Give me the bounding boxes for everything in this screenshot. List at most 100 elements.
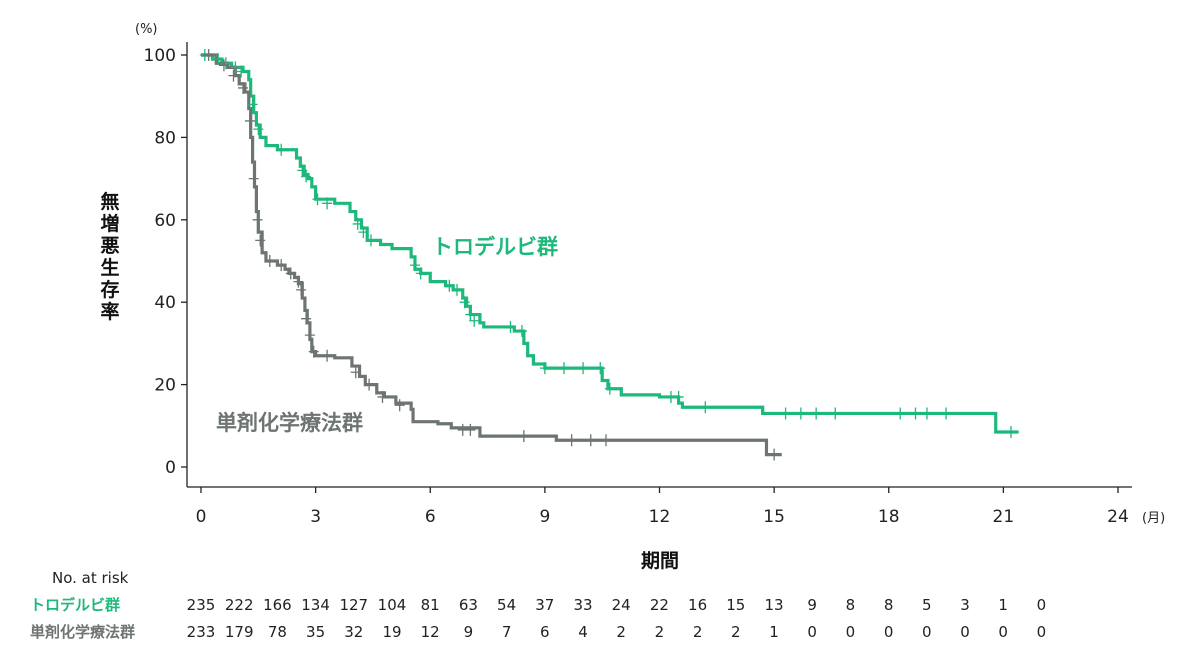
censor-mark [248,172,259,185]
censor-mark [322,349,333,362]
at-risk-value: 0 [884,623,894,641]
censor-mark [558,362,569,375]
at-risk-value: 0 [1037,596,1047,614]
censor-mark [247,98,258,111]
censor-mark [415,267,426,280]
at-risk-value: 7 [502,623,512,641]
at-risk-value: 8 [884,596,894,614]
at-risk-value: 222 [225,596,254,614]
censor-mark [585,434,596,447]
at-risk-value: 166 [263,596,292,614]
censor-mark [312,193,323,206]
at-risk-value: 2 [655,623,665,641]
at-risk-value: 134 [301,596,330,614]
censor-mark [236,65,247,78]
x-unit-label: (月) [1142,511,1165,526]
censor-mark [566,434,577,447]
at-risk-value: 1 [998,596,1008,614]
censor-mark [364,378,375,391]
x-tick-label: 6 [425,507,436,527]
x-tick-label: 18 [878,507,900,527]
at-risk-value: 8 [846,596,856,614]
y-tick-label: 100 [144,46,176,66]
censor-mark [301,312,312,325]
y-tick-label: 20 [154,376,176,396]
at-risk-row-label-chemo: 単剤化学療法群 [30,623,135,641]
censor-mark [539,362,550,375]
y-unit-label: (%) [135,22,158,37]
censor-mark [308,345,319,358]
at-risk-value: 22 [650,596,669,614]
at-risk-value: 35 [306,623,325,641]
censor-marks [199,49,1017,461]
at-risk-value: 4 [578,623,588,641]
at-risk-value: 9 [464,623,474,641]
at-risk-value: 0 [922,623,932,641]
censor-mark [220,57,231,70]
censor-mark [203,49,214,61]
at-risk-value: 24 [612,596,631,614]
series-line-1 [201,53,782,457]
at-risk-value: 233 [187,623,216,641]
at-risk-value: 127 [339,596,368,614]
censor-mark [444,279,455,292]
at-risk-value: 6 [540,623,550,641]
censor-mark [244,114,255,127]
at-risk-value: 0 [998,623,1008,641]
at-risk-value: 33 [573,596,592,614]
x-tick-label: 21 [993,507,1015,527]
censor-mark [276,259,287,272]
at-risk-value: 63 [459,596,478,614]
x-tick-label: 12 [649,507,671,527]
x-tick-label: 15 [763,507,785,527]
at-risk-value: 16 [688,596,707,614]
censor-mark [350,366,361,379]
y-axis-title-char: 率 [100,300,119,323]
censor-mark [255,234,266,247]
y-axis-title-char: 増 [100,212,119,235]
censor-mark [811,407,822,420]
x-tick-label: 0 [196,507,207,527]
censor-mark [228,69,239,82]
y-axis-title-char: 悪 [100,235,119,257]
censor-mark [830,407,841,420]
censor-mark [252,213,263,226]
at-risk-value: 235 [187,596,216,614]
censor-mark [601,434,612,447]
at-risk-value: 0 [807,623,817,641]
censor-mark [1006,425,1017,438]
censor-mark [296,283,307,296]
censor-mark [352,217,363,230]
at-risk-value: 2 [731,623,741,641]
censor-mark [285,267,296,280]
censor-mark [451,283,462,296]
axes: 0 20 40 60 80 100 0 3 6 9 12 15 18 21 24 [144,42,1132,527]
at-risk-value: 3 [960,596,970,614]
censor-mark [795,407,806,420]
censor-mark [673,390,684,403]
at-risk-value: 2 [693,623,703,641]
at-risk-value: 78 [268,623,287,641]
at-risk-title: No. at risk [52,569,129,587]
series-label-chemo: 単剤化学療法群 [216,411,363,435]
x-tick-label: 9 [539,507,550,527]
at-risk-value: 179 [225,623,254,641]
at-risk-value: 37 [535,596,554,614]
censor-mark [516,325,527,338]
x-tick-label: 24 [1107,507,1129,527]
curves [201,53,1019,457]
y-tick-label: 40 [154,293,176,313]
censor-mark [910,407,921,420]
series-label-trodelvy: トロデルビ群 [432,235,558,259]
censor-mark [895,407,906,420]
at-risk-value: 54 [497,596,516,614]
censor-mark [301,170,312,183]
censor-mark [518,430,529,443]
censor-mark [322,197,333,210]
censor-mark [394,399,405,412]
censor-mark [941,407,952,420]
y-axis-title-char: 存 [100,278,119,301]
censor-mark [578,362,589,375]
censor-mark [700,401,711,414]
